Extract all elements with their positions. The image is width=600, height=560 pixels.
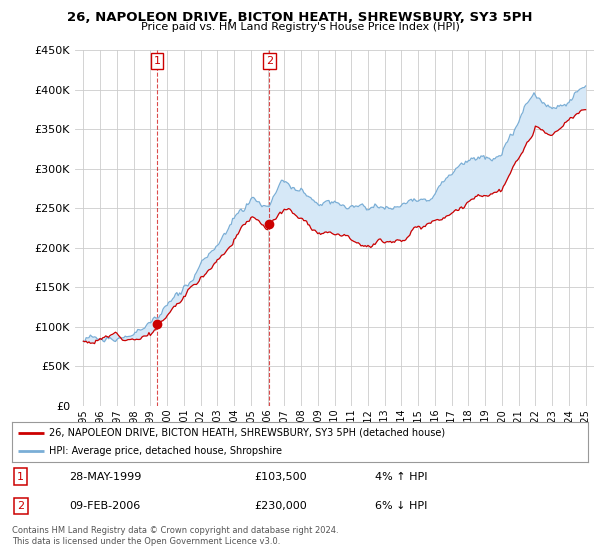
Text: 1: 1 — [154, 56, 161, 66]
Text: 4% ↑ HPI: 4% ↑ HPI — [375, 472, 427, 482]
Text: 6% ↓ HPI: 6% ↓ HPI — [375, 501, 427, 511]
Text: Price paid vs. HM Land Registry's House Price Index (HPI): Price paid vs. HM Land Registry's House … — [140, 22, 460, 32]
Text: 28-MAY-1999: 28-MAY-1999 — [70, 472, 142, 482]
Text: 26, NAPOLEON DRIVE, BICTON HEATH, SHREWSBURY, SY3 5PH: 26, NAPOLEON DRIVE, BICTON HEATH, SHREWS… — [67, 11, 533, 24]
Text: Contains HM Land Registry data © Crown copyright and database right 2024.
This d: Contains HM Land Registry data © Crown c… — [12, 526, 338, 546]
Text: 2: 2 — [266, 56, 273, 66]
Text: HPI: Average price, detached house, Shropshire: HPI: Average price, detached house, Shro… — [49, 446, 283, 456]
Text: £230,000: £230,000 — [254, 501, 307, 511]
Text: 2: 2 — [17, 501, 24, 511]
Text: 09-FEB-2006: 09-FEB-2006 — [70, 501, 141, 511]
Text: 1: 1 — [17, 472, 24, 482]
Text: £103,500: £103,500 — [254, 472, 307, 482]
Text: 26, NAPOLEON DRIVE, BICTON HEATH, SHREWSBURY, SY3 5PH (detached house): 26, NAPOLEON DRIVE, BICTON HEATH, SHREWS… — [49, 428, 446, 437]
